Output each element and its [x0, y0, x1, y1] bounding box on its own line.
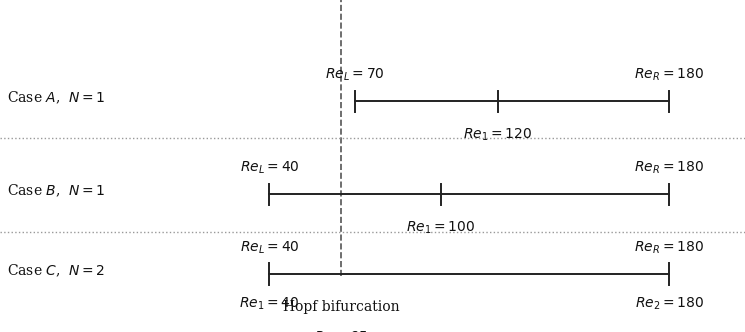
Text: Case $\mathit{B}$,  $N = 1$: Case $\mathit{B}$, $N = 1$ — [7, 183, 106, 199]
Text: Case $\mathit{C}$,  $N = 2$: Case $\mathit{C}$, $N = 2$ — [7, 262, 106, 279]
Text: $\mathit{Re}_1 = 40$: $\mathit{Re}_1 = 40$ — [239, 295, 299, 312]
Text: Case $\mathit{A}$,  $N = 1$: Case $\mathit{A}$, $N = 1$ — [7, 90, 106, 106]
Text: $\mathit{Re}_R = 180$: $\mathit{Re}_R = 180$ — [634, 67, 704, 83]
Text: $\mathit{Re}_1 = 120$: $\mathit{Re}_1 = 120$ — [463, 126, 533, 142]
Text: $\mathit{Re}_2 = 180$: $\mathit{Re}_2 = 180$ — [635, 295, 704, 312]
Text: $\mathit{Re} \approx 65$: $\mathit{Re} \approx 65$ — [314, 330, 367, 332]
Text: $\mathit{Re}_1 = 100$: $\mathit{Re}_1 = 100$ — [406, 219, 475, 235]
Text: $\mathit{Re}_R = 180$: $\mathit{Re}_R = 180$ — [634, 160, 704, 176]
Text: $\mathit{Re}_L = 70$: $\mathit{Re}_L = 70$ — [326, 67, 385, 83]
Text: $\mathit{Re}_R = 180$: $\mathit{Re}_R = 180$ — [634, 239, 704, 256]
Text: Hopf bifurcation: Hopf bifurcation — [282, 300, 399, 314]
Text: $\mathit{Re}_L = 40$: $\mathit{Re}_L = 40$ — [240, 160, 299, 176]
Text: $\mathit{Re}_L = 40$: $\mathit{Re}_L = 40$ — [240, 239, 299, 256]
